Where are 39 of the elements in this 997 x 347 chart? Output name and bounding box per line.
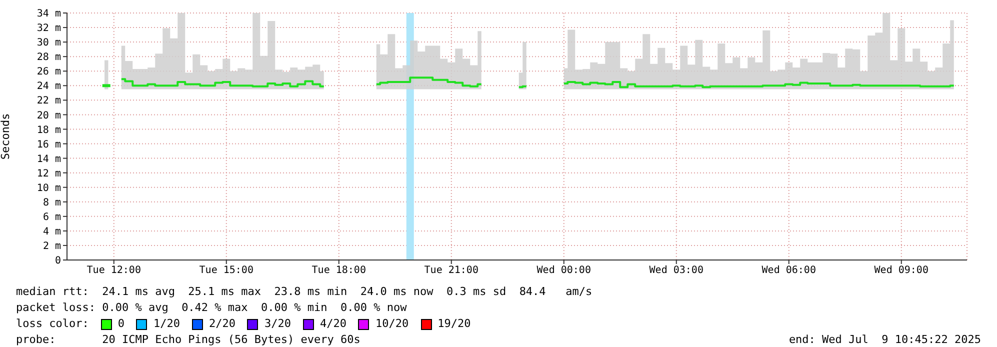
x-tick-label: Tue 18:00 [312,265,366,276]
y-tick-label: 6 m [42,212,61,223]
x-tick-label: Wed 00:00 [536,265,591,276]
x-tick-label: Tue 15:00 [199,265,254,276]
x-tick-label: Tue 21:00 [424,265,478,276]
y-tick-label: 14 m [36,154,61,165]
text: 3/20 [264,316,291,332]
y-tick-label: 0 [54,256,61,267]
text: 19/20 [438,316,471,332]
text: 0 [118,316,124,332]
text: packet loss: 0.00 % avg 0.42 % max 0.00 % min 0.00 % now [16,300,408,316]
y-tick-label: 22 m [36,96,61,107]
x-tick-label: Wed 06:00 [762,265,816,276]
text: loss color: [16,316,89,332]
x-tick-label: Wed 03:00 [649,265,704,276]
x-tick-label: Tue 12:00 [86,265,141,276]
y-tick-label: 26 m [36,66,61,78]
text: probe: 20 ICMP Echo Pings (56 Bytes) every 60s [16,332,362,347]
y-tick-label: 2 m [42,241,61,252]
y-tick-label: 28 m [36,52,61,64]
y-tick-label: 20 m [36,110,61,122]
y-tick-label: 4 m [42,226,61,238]
y-tick-label: 18 m [36,124,61,136]
text: 2/20 [208,316,236,332]
text: 10/20 [375,316,409,332]
y-tick-label: 24 m [36,81,61,92]
y-tick-label: 10 m [36,182,61,194]
text: median rtt: 24.1 ms avg 25.1 ms max 23.8 ms min 24.0 ms now 0.3 ms sd 84.4 am/s [16,284,592,300]
y-tick-label: 34 m [36,8,61,20]
text: end: Wed Jul 9 10:45:22 2025 [788,332,981,347]
y-tick-label: 16 m [36,139,61,150]
text: 1/20 [153,316,180,332]
text: 4/20 [320,316,346,332]
y-axis-title: Seconds [0,113,12,160]
y-tick-label: 12 m [36,168,61,180]
x-tick-label: Wed 09:00 [874,265,928,276]
y-tick-label: 32 m [36,23,61,34]
y-tick-label: 30 m [36,38,61,49]
y-tick-label: 8 m [42,197,61,208]
